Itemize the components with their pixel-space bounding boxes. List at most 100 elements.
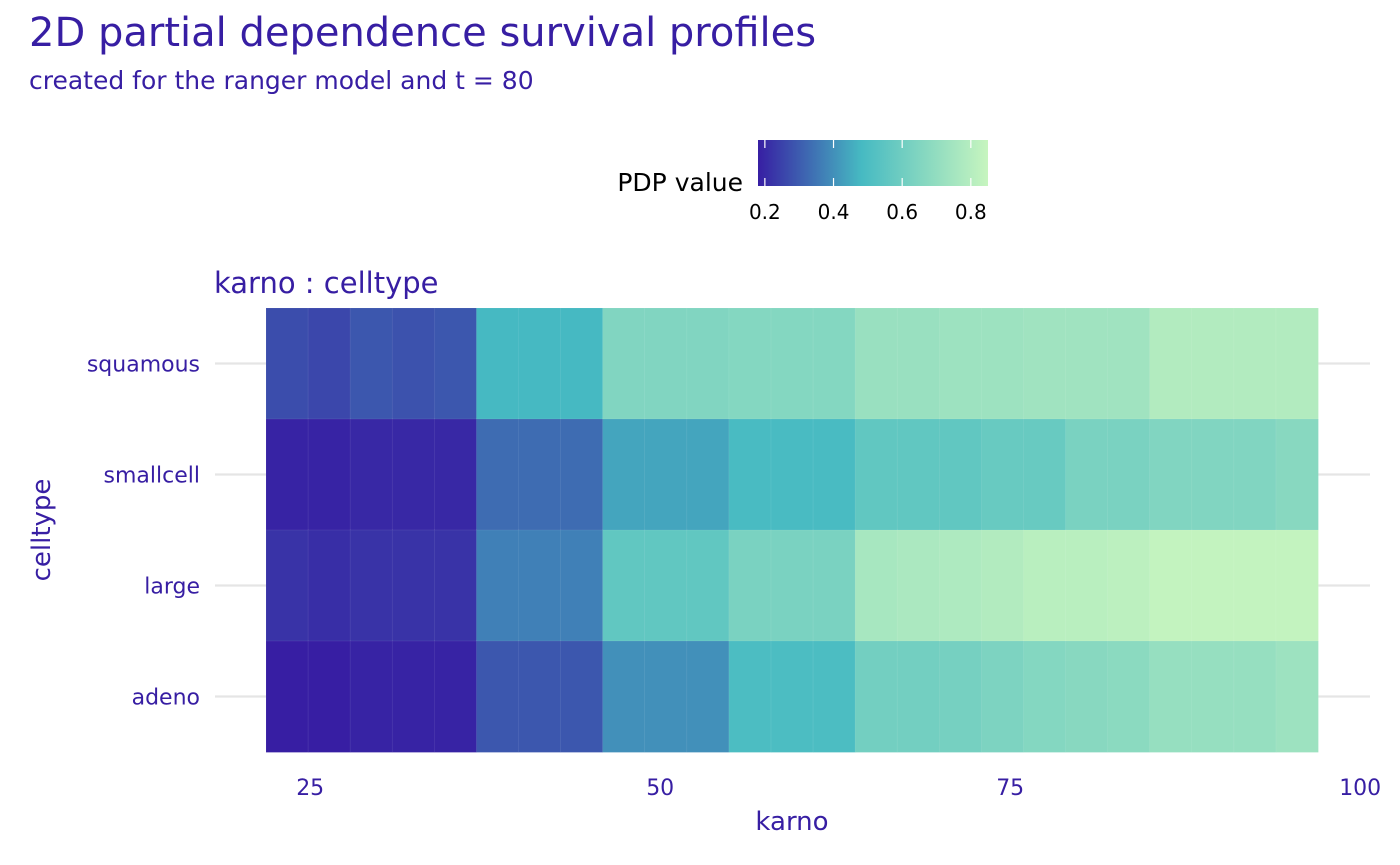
y-tick-label: adeno [132, 686, 200, 711]
heatmap-cell [1023, 529, 1067, 642]
heatmap-cell [981, 307, 1025, 420]
heatmap-cell [1233, 418, 1277, 531]
heatmap-cell [518, 307, 562, 420]
heatmap-cell [560, 418, 604, 531]
heatmap-cell [896, 307, 940, 420]
heatmap-cell [1191, 640, 1235, 753]
heatmap-cell [518, 418, 562, 531]
heatmap-cell [560, 529, 604, 642]
heatmap-cell [265, 529, 309, 642]
heatmap-cell [349, 640, 393, 753]
heatmap-cell [644, 307, 688, 420]
heatmap-cell [686, 307, 730, 420]
heatmap-cell [476, 418, 520, 531]
heatmap-cell [1107, 418, 1151, 531]
x-axis-label: karno [755, 807, 828, 837]
legend-tick-label: 0.4 [818, 200, 850, 224]
y-tick-label: large [144, 575, 200, 600]
heatmap-cell [1275, 307, 1319, 420]
heatmap-cell [349, 529, 393, 642]
heatmap-cell [1275, 529, 1319, 642]
heatmap-cell [307, 307, 351, 420]
heatmap-cell [1233, 529, 1277, 642]
heatmap-cell [1191, 307, 1235, 420]
heatmap-cell [476, 307, 520, 420]
heatmap-cell [1107, 529, 1151, 642]
heatmap-cell [1191, 529, 1235, 642]
heatmap-cell [1065, 307, 1109, 420]
heatmap-cell [1023, 418, 1067, 531]
heatmap-cell [770, 418, 814, 531]
heatmap-cell [265, 307, 309, 420]
heatmap-cell [1275, 640, 1319, 753]
heatmap-cell [644, 418, 688, 531]
y-axis-label: celltype [27, 479, 57, 582]
heatmap-cell [854, 640, 898, 753]
heatmap-cell [307, 418, 351, 531]
heatmap-cell [560, 307, 604, 420]
chart-title: 2D partial dependence survival profiles [29, 10, 816, 56]
heatmap-cell [434, 418, 478, 531]
heatmap-cell [896, 418, 940, 531]
heatmap-cell [265, 418, 309, 531]
heatmap-cell [602, 418, 646, 531]
legend-tick-label: 0.2 [749, 200, 781, 224]
heatmap-cell [854, 418, 898, 531]
heatmap-cell [728, 307, 772, 420]
heatmap-cell [434, 640, 478, 753]
heatmap-cell [1149, 640, 1193, 753]
legend-tick-label: 0.8 [955, 200, 987, 224]
heatmap-cell [518, 640, 562, 753]
heatmap-cell [434, 307, 478, 420]
heatmap-cell [854, 529, 898, 642]
heatmap-cell [1149, 307, 1193, 420]
heatmap-cell [1149, 418, 1193, 531]
heatmap-cell [812, 529, 856, 642]
heatmap-cell [812, 640, 856, 753]
heatmap-cell [644, 529, 688, 642]
heatmap-cell [560, 640, 604, 753]
heatmap-cell [1233, 640, 1277, 753]
color-legend: PDP value 0.2 0.4 0.6 0.8 [617, 140, 988, 224]
heatmap-cell [391, 307, 436, 420]
x-tick-label: 100 [1339, 776, 1381, 801]
heatmap-cell [476, 640, 520, 753]
heatmap-cell [981, 640, 1025, 753]
heatmap-cell [1065, 529, 1109, 642]
legend-title: PDP value [617, 168, 743, 197]
y-tick-label: squamous [87, 353, 200, 378]
heatmap-cell [854, 307, 898, 420]
heatmap-cell [1065, 640, 1109, 753]
y-tick-label: smallcell [104, 464, 200, 489]
heatmap-cell [728, 529, 772, 642]
heatmap-cell [644, 640, 688, 753]
heatmap-cell [349, 418, 393, 531]
heatmap-cell [391, 640, 436, 753]
heatmap-cell [434, 529, 478, 642]
heatmap-cell [1191, 418, 1235, 531]
heatmap-cell [686, 640, 730, 753]
heatmap-cell [265, 640, 309, 753]
heatmap-cell [1233, 307, 1277, 420]
heatmap-cell [1149, 529, 1193, 642]
heatmap-cell [602, 529, 646, 642]
heatmap-cell [812, 418, 856, 531]
heatmap-cell [307, 640, 351, 753]
heatmap-cell [518, 529, 562, 642]
heatmap-cell [981, 418, 1025, 531]
heatmap-cell [1065, 418, 1109, 531]
heatmap-cell [938, 640, 983, 753]
heatmap-cell [1275, 418, 1319, 531]
heatmap-cell [896, 640, 940, 753]
heatmap-cell [307, 529, 351, 642]
heatmap-cell [602, 307, 646, 420]
heatmap-cell [391, 529, 436, 642]
facet-label: karno : celltype [214, 266, 438, 300]
heatmap-cell [770, 640, 814, 753]
legend-tick-label: 0.6 [886, 200, 918, 224]
heatmap-cell [1023, 307, 1067, 420]
heatmap-cell [770, 529, 814, 642]
heatmap-cell [1107, 640, 1151, 753]
heatmap-cell [686, 529, 730, 642]
